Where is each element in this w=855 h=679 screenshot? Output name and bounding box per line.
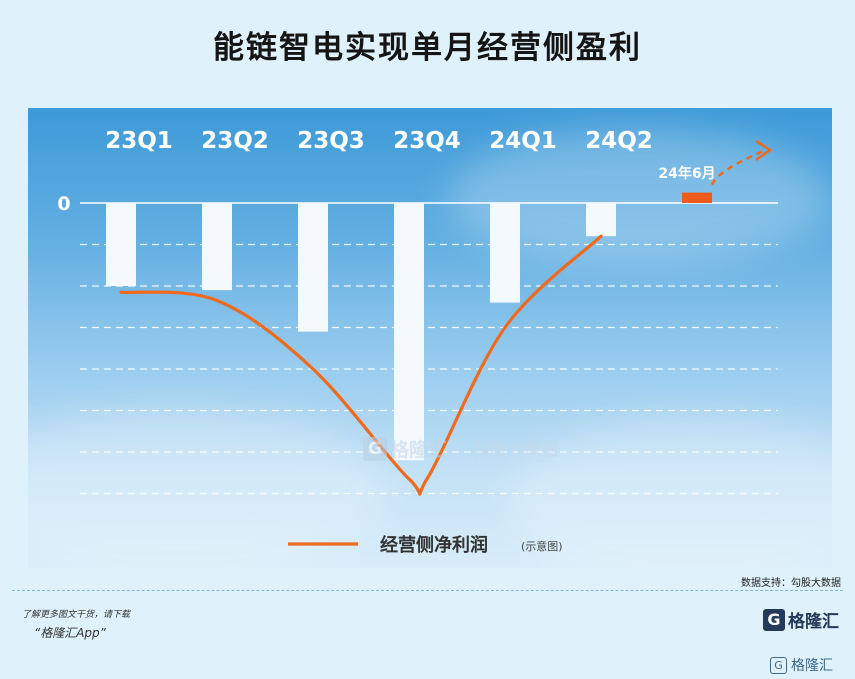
trend-arrow-head [755, 139, 773, 162]
x-tick-label: 23Q3 [297, 128, 365, 154]
corner-brand: G 格隆汇 [770, 655, 833, 675]
x-tick-label: 24年6月 [658, 165, 715, 182]
brand-logo: G 格隆汇 [763, 607, 839, 632]
watermark-gogu: 勾股大数据 [473, 440, 558, 460]
data-source: 数据支持：勾股大数据 [741, 578, 841, 589]
bar [490, 203, 520, 303]
watermark-mark: G [363, 436, 387, 461]
watermark-url: www.gogudata.com [473, 456, 553, 465]
corner-brand-icon: G [770, 656, 787, 674]
bar [682, 192, 712, 203]
bar [106, 203, 136, 286]
divider [12, 590, 843, 591]
watermark-name: 格隆汇 [390, 439, 448, 461]
legend-label: 经营侧净利润 [380, 534, 488, 556]
bar [586, 203, 616, 237]
x-tick-label: 23Q4 [393, 128, 461, 154]
brand-name: 格隆汇 [788, 612, 839, 632]
trend-arrow [710, 148, 767, 186]
watermark-logo: G 格隆汇 [363, 435, 447, 462]
legend-note: (示意图) [521, 539, 563, 553]
y-tick-label: 0 [57, 193, 70, 215]
x-tick-label: 23Q1 [105, 128, 173, 154]
footer-app-name: “格隆汇App” [34, 626, 106, 640]
bar [394, 203, 424, 461]
bar [298, 203, 328, 332]
page-title: 能链智电实现单月经营侧盈利 [213, 30, 642, 66]
x-tick-label: 23Q2 [201, 128, 269, 154]
brand-mark-icon: G [763, 608, 785, 631]
x-tick-label: 24Q2 [585, 128, 653, 154]
x-tick-label: 24Q1 [489, 128, 557, 154]
profit-curve [119, 234, 603, 496]
footer-note: 了解更多图文干货，请下载 [22, 610, 131, 620]
corner-brand-name: 格隆汇 [791, 658, 833, 674]
chart-panel: 0 23Q1 23Q2 23Q3 23Q4 24Q1 24Q2 24年6月经营侧净利润 (示意图… [28, 108, 832, 568]
bar [202, 203, 232, 291]
